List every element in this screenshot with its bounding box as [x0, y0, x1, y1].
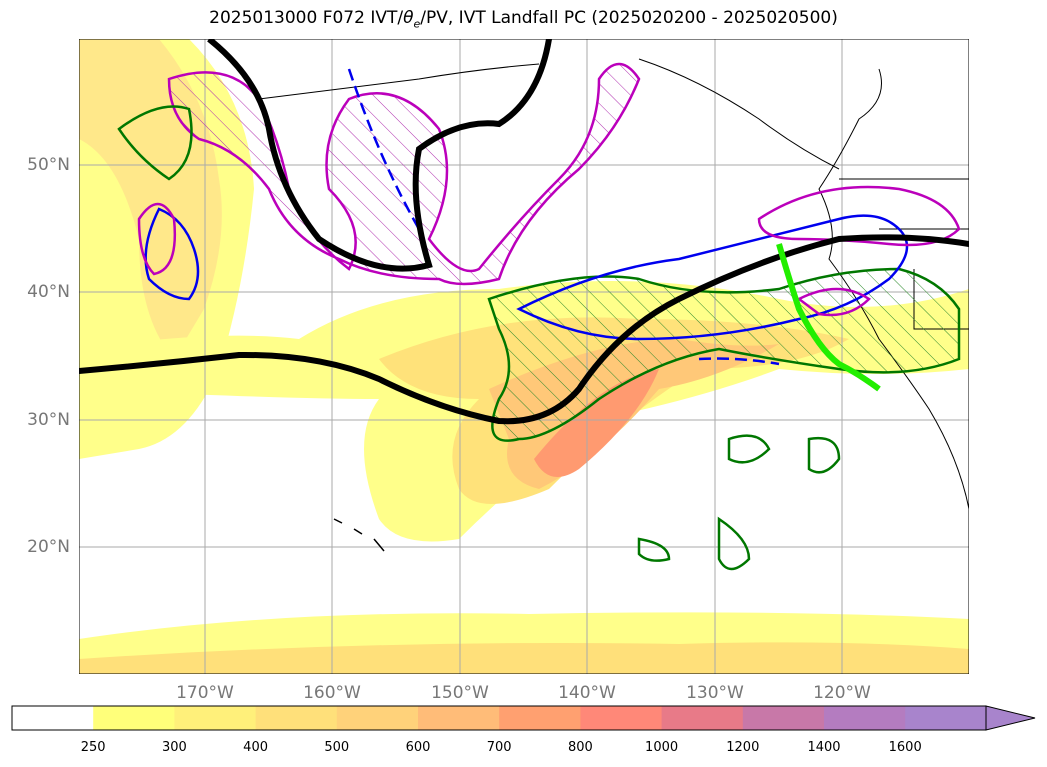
colorbar-cell [905, 706, 987, 730]
colorbar-cell [824, 706, 906, 730]
colorbar-tick-label: 1000 [645, 740, 679, 755]
colorbar-tick-label: 1600 [888, 740, 922, 755]
colorbar-tick-label: 700 [486, 740, 512, 755]
lon-label-160w: 160°W [303, 683, 361, 703]
lat-label-50: 50°N [27, 155, 70, 175]
map-panel [79, 39, 969, 674]
colorbar-cell [336, 706, 419, 730]
lon-label-120w: 120°W [813, 683, 871, 703]
colorbar-cell [12, 706, 94, 730]
colorbar-tick-label: 1200 [726, 740, 760, 755]
colorbar-cell [742, 706, 825, 730]
lat-label-40: 40°N [27, 282, 70, 302]
lat-label-30: 30°N [27, 410, 70, 430]
colorbar-cell [661, 706, 744, 730]
colorbar-extend-arrow [985, 705, 1036, 731]
lat-label-20: 20°N [27, 537, 70, 557]
colorbar-tick-label: 500 [324, 740, 350, 755]
colorbar-tick-label: 400 [243, 740, 268, 755]
coastlines [258, 58, 969, 552]
colorbar [11, 705, 1036, 731]
colorbar-cell [580, 706, 663, 730]
theta-e-contours [79, 39, 969, 425]
magenta-hatch-region [167, 62, 641, 286]
green-contours [117, 105, 841, 571]
green-hatch-region [487, 267, 961, 442]
colorbar-cell [499, 706, 581, 730]
ivt-landfall-line [776, 243, 881, 392]
lon-label-130w: 130°W [686, 683, 744, 703]
colorbar-tick-label: 800 [567, 740, 593, 755]
colorbar-cell [174, 706, 257, 730]
colorbar-cell [255, 706, 338, 730]
colorbar-tick-label: 1400 [807, 740, 841, 755]
colorbar-tick-label: 250 [80, 740, 106, 755]
colorbar-cell [93, 706, 175, 730]
colorbar-tick-label: 600 [405, 740, 431, 755]
pv-contours [144, 68, 909, 366]
lon-label-150w: 150°W [431, 683, 489, 703]
lon-label-170w: 170°W [176, 683, 234, 703]
colorbar-cell [418, 706, 500, 730]
chart-title: 2025013000 F072 IVT/θe/PV, IVT Landfall … [209, 8, 838, 31]
lon-label-140w: 140°W [558, 683, 616, 703]
colorbar-tick-label: 300 [161, 740, 187, 755]
